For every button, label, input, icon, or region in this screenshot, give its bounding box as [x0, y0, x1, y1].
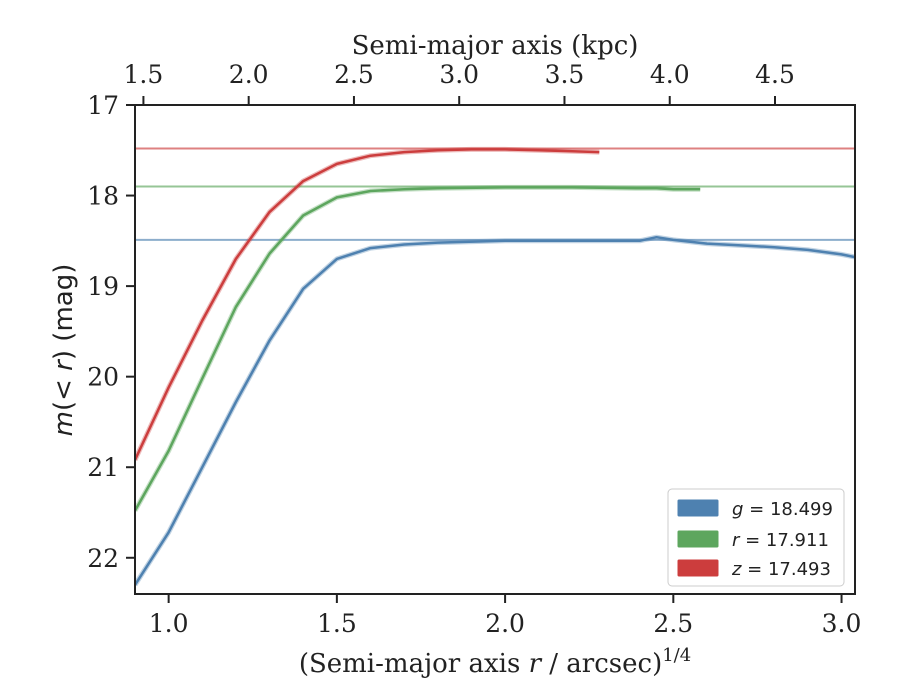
legend-swatch-g: [677, 499, 719, 517]
y-tick-label: 19: [87, 272, 119, 301]
top-tick-label: 2.5: [334, 60, 374, 89]
legend-swatch-r: [677, 530, 719, 548]
y-tick-label: 18: [87, 182, 119, 211]
top-tick-label: 4.0: [650, 60, 690, 89]
x-tick-label: 2.0: [485, 609, 525, 638]
y-axis-label: m(< r) (mag): [49, 264, 79, 437]
plot-frame: [134, 104, 856, 595]
x-axis-label: (Semi-major axis r / arcsec)1/4: [299, 645, 691, 679]
y-tick-label: 21: [87, 453, 119, 482]
series-band-z: [135, 146, 600, 462]
top-tick-label: 3.5: [545, 60, 585, 89]
series-line-z: [135, 148, 600, 461]
top-tick-label: 2.0: [229, 60, 269, 89]
x-axis-top: 1.5 2.0 2.5 3.0 3.5 4.0 4.5: [124, 60, 795, 105]
legend: g = 18.499 r = 17.911 z = 17.493: [667, 488, 845, 587]
x-tick-label: 3.0: [822, 609, 862, 638]
legend-label-z: z = 17.493: [731, 559, 831, 580]
x-tick-label: 2.5: [653, 609, 693, 638]
top-tick-label: 4.5: [755, 60, 795, 89]
x-tick-label: 1.5: [317, 609, 357, 638]
legend-label-r: r = 17.911: [732, 530, 829, 551]
legend-swatch-z: [677, 559, 719, 577]
y-tick-label: 17: [87, 91, 119, 120]
series-layer: [135, 146, 855, 587]
top-axis-label: Semi-major axis (kpc): [352, 31, 639, 61]
top-tick-label: 1.5: [124, 60, 164, 89]
series-line-g: [135, 235, 855, 586]
y-tick-label: 20: [87, 363, 119, 392]
x-tick-label: 1.0: [149, 609, 189, 638]
y-axis-left: 17 18 19 20 21 22: [87, 91, 135, 573]
series-line-r: [135, 186, 701, 512]
series-band-r: [135, 184, 701, 512]
legend-label-g: g = 18.499: [732, 499, 833, 520]
top-tick-label: 3.0: [439, 60, 479, 89]
y-tick-label: 22: [87, 544, 119, 573]
x-axis-bottom: 1.0 1.5 2.0 2.5 3.0: [149, 594, 862, 638]
